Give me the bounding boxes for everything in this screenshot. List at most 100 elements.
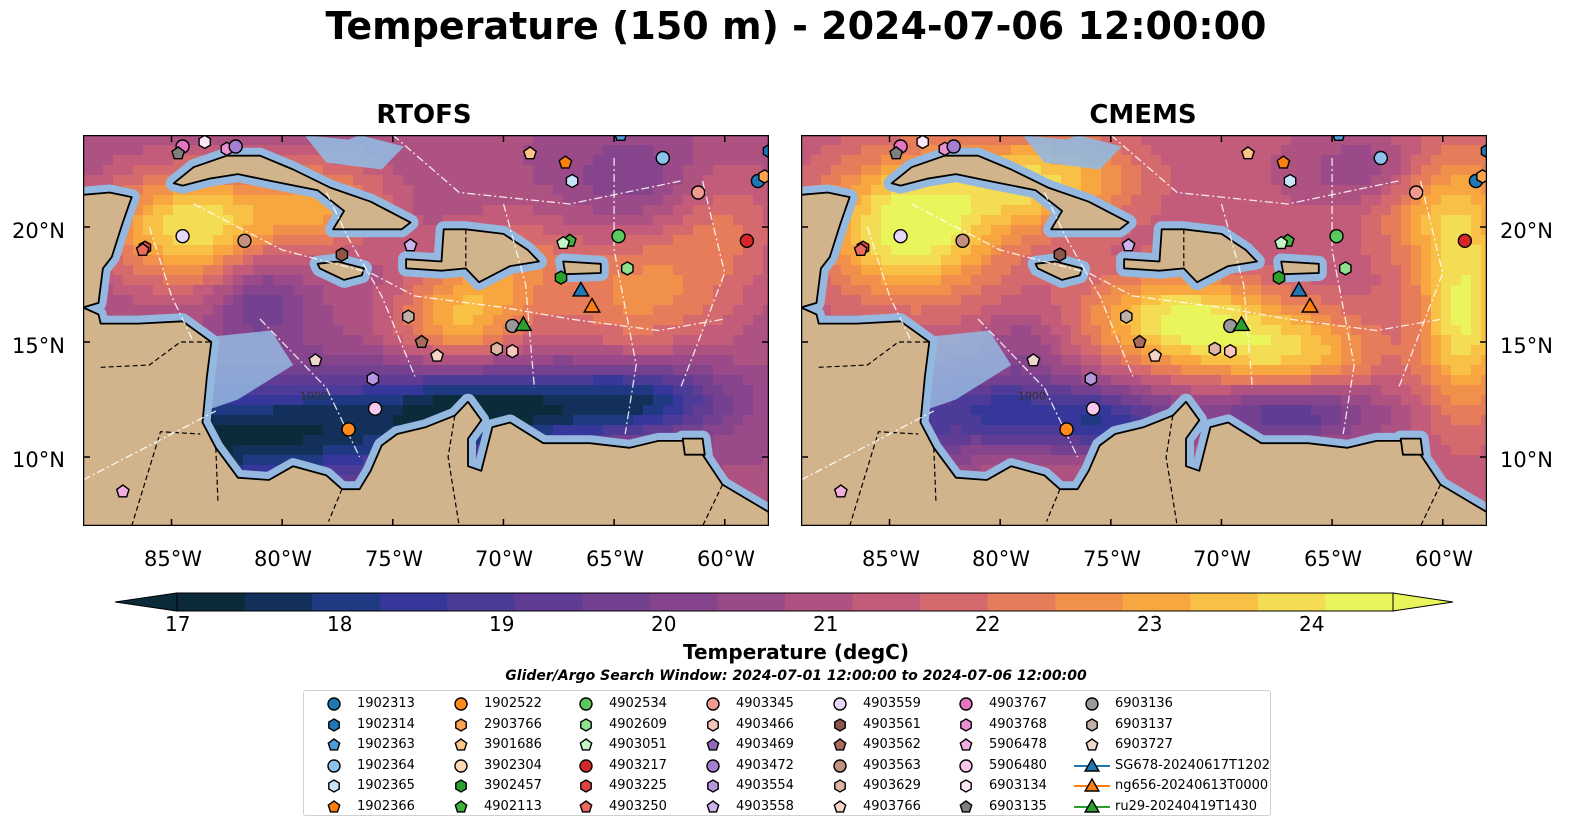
legend-label: 6903136 bbox=[1115, 696, 1173, 711]
argo-platforms bbox=[833, 135, 1487, 498]
legend-marker-icon bbox=[327, 758, 341, 773]
legend-platform-marker bbox=[959, 758, 973, 773]
legend-label: 4903472 bbox=[736, 757, 794, 773]
legend-label: ng656-20240613T0000 bbox=[1115, 778, 1269, 793]
legend-marker-icon bbox=[706, 799, 720, 813]
platform-marker-4903051 bbox=[556, 235, 571, 250]
legend-label: 5906478 bbox=[989, 737, 1047, 752]
legend-label: 6903137 bbox=[1115, 716, 1173, 732]
platform-marker-4902609 bbox=[621, 261, 634, 276]
platform-marker-4903472 bbox=[228, 139, 243, 154]
legend-label: 6903727 bbox=[1115, 737, 1173, 752]
lon-label-right-70: 70°W bbox=[1193, 547, 1251, 571]
legend-platform-marker bbox=[707, 779, 719, 793]
legend-platform-marker bbox=[834, 779, 846, 793]
colorbar-tick-24: 24 bbox=[1299, 612, 1325, 636]
platform-marker-4903558 bbox=[403, 238, 418, 252]
legend-label: 1902363 bbox=[357, 737, 415, 752]
platform-marker-6903727 bbox=[308, 353, 323, 367]
legend-platform-marker bbox=[328, 779, 340, 793]
platform-marker-5906480 bbox=[367, 401, 383, 416]
legend-platform-marker bbox=[327, 758, 341, 773]
legend-platform-marker bbox=[454, 697, 468, 711]
lon-label-left-65: 65°W bbox=[586, 547, 644, 571]
legend-marker-icon bbox=[327, 738, 341, 751]
legend-marker-icon bbox=[707, 717, 719, 732]
lon-label-right-85: 85°W bbox=[862, 547, 920, 571]
glider-marker-SG678-20240617T1202 bbox=[571, 281, 590, 297]
platform-marker-4903554 bbox=[366, 371, 380, 387]
legend-label: 4903562 bbox=[863, 737, 921, 752]
page-title: Temperature (150 m) - 2024-07-06 12:00:0… bbox=[325, 4, 1267, 48]
platform-marker-4903559 bbox=[175, 228, 190, 244]
legend-glider-marker bbox=[1083, 777, 1101, 792]
colorbar-extend-high bbox=[1392, 592, 1454, 612]
legend-marker-icon bbox=[454, 799, 468, 813]
country-borders bbox=[100, 229, 724, 526]
legend-label: 3902457 bbox=[484, 778, 542, 793]
platform-marker-1902522 bbox=[1059, 422, 1074, 437]
legend-label: 4903345 bbox=[736, 696, 794, 711]
contour-label: 1000 bbox=[300, 390, 328, 403]
colorbar-tick-19: 19 bbox=[489, 612, 515, 636]
legend-label: 4903768 bbox=[989, 716, 1047, 732]
platform-marker-4903217 bbox=[739, 233, 755, 249]
map-frame bbox=[83, 135, 769, 526]
rtofs-map: 1000 bbox=[83, 135, 769, 526]
legend-marker-icon bbox=[833, 738, 847, 751]
glider-marker-SG678-20240617T1202 bbox=[1289, 281, 1308, 297]
colorbar-segment bbox=[987, 593, 1056, 611]
colorbar-tick-18: 18 bbox=[327, 612, 353, 636]
lat-label-left-10: 10°N bbox=[12, 448, 65, 472]
lat-label-right-15: 15°N bbox=[1500, 334, 1553, 358]
legend-platform-marker bbox=[1086, 717, 1098, 732]
legend-label: 4902609 bbox=[609, 716, 667, 732]
platform-marker-4903472 bbox=[946, 139, 961, 154]
legend-label: 4903558 bbox=[736, 798, 794, 814]
platform-marker-2903766 bbox=[1476, 169, 1487, 184]
legend-platform-marker bbox=[328, 717, 340, 732]
platform-marker-4903250 bbox=[135, 242, 150, 257]
legend-platform-marker bbox=[455, 717, 467, 732]
legend-marker-icon bbox=[455, 779, 467, 793]
platform-marker-4902534 bbox=[611, 228, 626, 244]
colorbar-outline bbox=[176, 592, 1394, 612]
legend-platform-marker bbox=[833, 758, 847, 773]
map-frame bbox=[801, 135, 1487, 526]
legend-label: 4903469 bbox=[736, 737, 794, 752]
legend-label: 4903561 bbox=[863, 716, 921, 732]
lon-label-left-60: 60°W bbox=[697, 547, 755, 571]
lon-label-right-75: 75°W bbox=[1083, 547, 1141, 571]
platform-marker-6903727 bbox=[1026, 353, 1041, 367]
temperature-colorbar bbox=[115, 592, 1454, 612]
legend-marker-icon bbox=[328, 717, 340, 732]
platform-marker-4903629 bbox=[1208, 341, 1222, 357]
lon-label-left-70: 70°W bbox=[475, 547, 533, 571]
legend-marker-icon bbox=[1085, 738, 1099, 751]
land bbox=[801, 154, 1487, 526]
platform-marker-1902366 bbox=[558, 155, 573, 169]
platform-marker-4903345 bbox=[1408, 185, 1424, 200]
legend-label: 4903767 bbox=[989, 696, 1047, 711]
legend-platform-marker bbox=[959, 799, 973, 813]
platform-marker-6903135 bbox=[889, 146, 904, 160]
legend-platform-marker bbox=[959, 738, 973, 751]
legend-marker-icon bbox=[833, 697, 847, 711]
platform-marker-4903558 bbox=[1121, 238, 1136, 252]
platform-marker-4903629 bbox=[490, 341, 504, 357]
panel-title-rtofs: RTOFS bbox=[376, 100, 472, 130]
colorbar-segment bbox=[379, 593, 448, 611]
legend-platform-marker bbox=[706, 758, 720, 773]
lon-label-left-80: 80°W bbox=[254, 547, 312, 571]
platform-marker-6903134 bbox=[916, 135, 930, 150]
legend-platform-marker bbox=[579, 697, 593, 711]
legend-label: 1902366 bbox=[357, 798, 415, 814]
platform-marker-4903561 bbox=[335, 247, 349, 262]
legend-label: 1902365 bbox=[357, 778, 415, 793]
legend-platform-marker bbox=[454, 758, 468, 773]
legend-label: ru29-20240419T1430 bbox=[1115, 798, 1258, 814]
colorbar-label: Temperature (degC) bbox=[683, 640, 909, 664]
platform-marker-1902364 bbox=[1373, 150, 1388, 166]
lat-label-left-20: 20°N bbox=[12, 219, 65, 243]
legend-marker-icon bbox=[454, 697, 468, 711]
